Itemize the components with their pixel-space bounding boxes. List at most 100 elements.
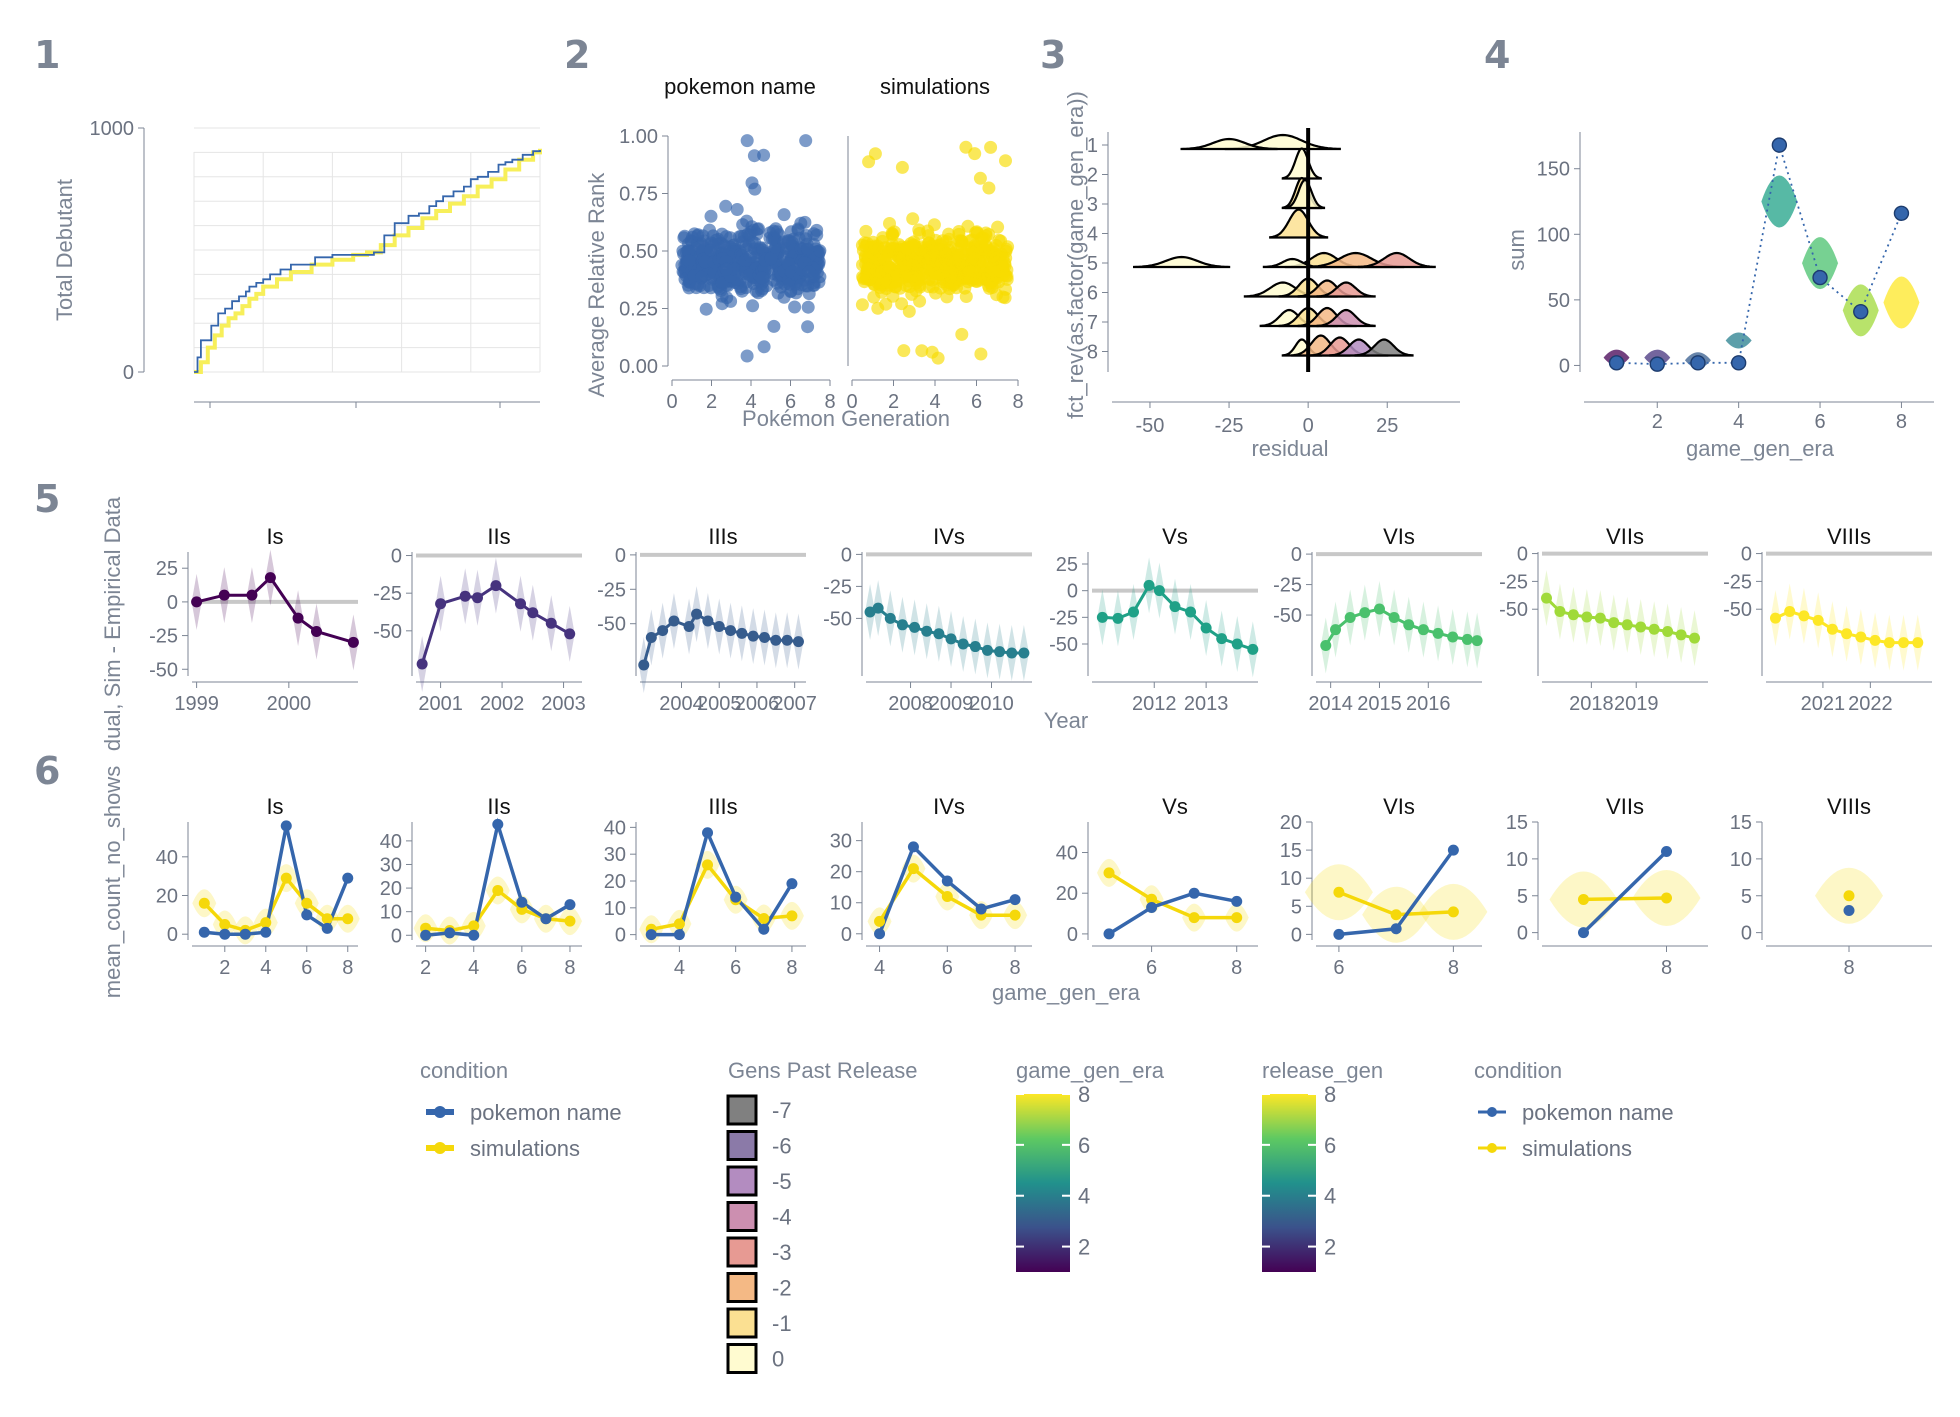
p2-point	[992, 233, 1006, 247]
p6-y-tick-label: 20	[1280, 812, 1302, 834]
p6-point-pokemon	[1231, 895, 1243, 907]
p2-point	[920, 251, 934, 265]
p6-y-tick-label: 15	[1506, 812, 1528, 834]
p5-point	[759, 631, 770, 643]
p5-point	[1247, 643, 1259, 655]
p5-point	[564, 628, 576, 640]
p6-series-pokemon	[1108, 891, 1238, 936]
p4-x-tick-label: 8	[1896, 411, 1907, 433]
p2-x-tick-label: 4	[745, 391, 756, 413]
p6-point-pokemon	[342, 872, 354, 884]
p2-point	[794, 216, 808, 230]
p2-y-tick-label: 0.75	[619, 184, 658, 206]
p6-x-tick-label: 8	[1843, 957, 1854, 979]
p3-x-axis-title: residual	[1251, 436, 1328, 461]
p6-point-pokemon	[645, 929, 657, 941]
p5-point	[725, 625, 737, 637]
p5-y-tick-label: -25	[149, 626, 178, 648]
legend-release-gen-colorbar	[1262, 1094, 1316, 1272]
p2-point	[704, 209, 718, 223]
p5-point	[1373, 603, 1385, 615]
p5-x-tick-label: 2003	[541, 693, 586, 715]
p6-y-tick-label: 15	[1730, 812, 1752, 834]
p3-x-tick-label: -50	[1136, 415, 1165, 437]
p2-point	[742, 268, 756, 282]
p5-y-tick-label: -25	[1723, 571, 1752, 593]
p5-point	[1417, 624, 1429, 636]
p2-point	[682, 254, 696, 268]
legend-gens-key	[726, 1130, 758, 1161]
p6-y-tick-label: 20	[604, 871, 626, 893]
p3-ridge-era-8	[1354, 338, 1414, 357]
p2-point	[799, 229, 813, 242]
p6-y-tick-label: 40	[380, 831, 402, 853]
p6-point-pokemon	[492, 818, 504, 830]
p6-x-tick-label: 4	[260, 957, 271, 979]
p5-point	[1554, 605, 1566, 617]
p6-x-tick-label: 8	[342, 957, 353, 979]
p5-point	[781, 634, 793, 646]
p5-y-tick-label: 0	[1291, 544, 1302, 566]
p6-point-pokemon	[321, 922, 333, 934]
p6-y-tick-label: 15	[1280, 840, 1302, 862]
colorbar-tick-label: 8	[1078, 1082, 1090, 1107]
p6-point-simulations	[874, 915, 886, 927]
p2-point	[897, 344, 911, 358]
p6-point-pokemon	[1661, 846, 1672, 857]
legend-gens-key	[726, 1272, 758, 1303]
p2-point	[788, 300, 802, 314]
p6-point-simulations	[1146, 893, 1158, 905]
p2-x-tick-label: 2	[706, 391, 717, 413]
legend-gens-label: -3	[772, 1240, 792, 1265]
p2-point	[740, 349, 754, 363]
p2-point	[959, 290, 973, 303]
p5-x-tick-label: 2004	[659, 693, 704, 715]
p3-y-tick-label: 4	[1087, 224, 1098, 246]
p2-facet-label-simulations: simulations	[880, 74, 990, 99]
p5-point	[981, 644, 993, 656]
p2-point	[740, 214, 754, 228]
p5-point	[218, 589, 230, 601]
p6-x-tick-label: 8	[1009, 957, 1020, 979]
p5-point	[311, 626, 322, 638]
p6-point-simulations	[941, 891, 953, 903]
panel-4-sum-by-era: 2 4 6 8 0 50 100 150	[1537, 132, 1934, 433]
p5-x-tick-label: 2000	[267, 693, 312, 715]
p6-x-tick-label: 8	[1661, 957, 1672, 979]
p2-point	[882, 260, 896, 274]
p2-y-axis-title: Average Relative Rank	[584, 172, 609, 398]
p2-point	[955, 327, 969, 341]
p6-series-simulations	[1583, 896, 1667, 902]
p2-point	[898, 246, 912, 259]
p2-point	[903, 280, 917, 294]
p2-point	[881, 248, 895, 262]
p5-point	[994, 646, 1006, 658]
p6-facet-label: IVs	[933, 794, 965, 819]
legend-game-gen-era: game_gen_era 2 4 6 8	[1016, 1058, 1165, 1272]
p5-point	[792, 636, 804, 648]
legend-condition-a-title: condition	[420, 1058, 508, 1083]
p6-point-pokemon	[219, 928, 231, 940]
p6-point-pokemon	[260, 926, 272, 938]
p4-x-tick-label: 2	[1652, 411, 1663, 433]
p6-facet-label: Vs	[1162, 794, 1188, 819]
legend-condition-a: condition pokemon name simulations	[420, 1058, 622, 1161]
p5-y-tick-label: -50	[1273, 605, 1302, 627]
p6-point-simulations	[1188, 912, 1200, 924]
p2-y-tick-label: 0.25	[619, 299, 658, 321]
legend-condition-b-title: condition	[1474, 1058, 1562, 1083]
p1-y-tick-label: 0	[123, 362, 134, 384]
p6-y-tick-label: 5	[1741, 886, 1752, 908]
panel-5-residual-by-year: Is 1999 2000 25 0 -25 -50 IIs 2001 2002 2003 0 -25 -5…	[149, 524, 1932, 715]
p5-facet-label: Vs	[1162, 524, 1188, 549]
p2-point	[807, 238, 821, 252]
legend-gens-label: -7	[772, 1098, 792, 1123]
p5-point	[246, 589, 258, 601]
p2-point	[999, 154, 1012, 168]
p6-y-tick-label: 20	[156, 886, 178, 908]
p2-point	[748, 182, 762, 196]
legend-condition-a-key-sim-dot	[434, 1142, 446, 1154]
p5-point	[1855, 631, 1867, 643]
p2-point	[985, 274, 999, 288]
p3-y-axis-title: fct_rev(as.factor(game_gen_era))	[1063, 91, 1088, 419]
